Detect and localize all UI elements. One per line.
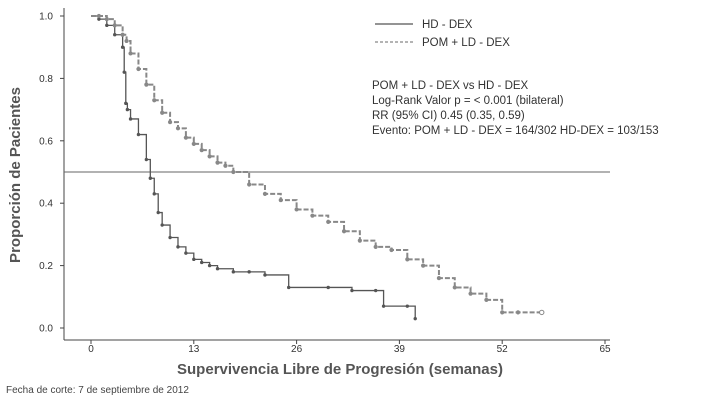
stats-annotation: POM + LD - DEX vs HD - DEX Log-Rank Valo… xyxy=(372,80,659,137)
data-point-pom-ld-dex xyxy=(500,310,505,315)
data-point-hd-dex xyxy=(381,304,386,308)
data-point-hd-dex xyxy=(152,192,156,196)
data-point-pom-ld-dex xyxy=(167,119,173,125)
x-ticks: 0 13 26 39 52 65 xyxy=(88,340,611,355)
data-point-hd-dex xyxy=(215,267,220,271)
data-point-pom-ld-dex xyxy=(128,51,133,56)
series-line-hd-dex xyxy=(91,15,416,319)
data-point-hd-dex xyxy=(207,263,212,268)
data-point-pom-ld-dex xyxy=(262,191,268,196)
data-point-pom-ld-dex xyxy=(247,182,252,187)
data-point-hd-dex xyxy=(125,107,130,112)
y-tick-label: 0.6 xyxy=(39,136,53,147)
data-point-pom-ld-dex xyxy=(357,238,362,243)
data-point-hd-dex xyxy=(122,70,126,74)
data-point-pom-ld-dex xyxy=(160,110,165,115)
data-point-pom-ld-dex xyxy=(278,197,283,203)
stats-line-3: RR (95% CI) 0.45 (0.35, 0.59) xyxy=(372,110,525,122)
data-point-hd-dex xyxy=(105,23,109,28)
data-point-hd-dex xyxy=(113,33,117,37)
data-point-hd-dex xyxy=(200,260,204,265)
data-point-pom-ld-dex xyxy=(373,244,378,249)
data-point-pom-ld-dex xyxy=(120,32,125,37)
data-point-hd-dex xyxy=(184,251,188,255)
data-point-pom-ld-dex xyxy=(112,23,117,28)
series-line-pom-ld-dex xyxy=(91,15,542,314)
y-ticks: 0.0 0.2 0.4 0.6 0.8 1.0 xyxy=(39,12,64,335)
data-point-pom-ld-dex xyxy=(310,213,315,218)
y-tick-label: 1.0 xyxy=(39,12,53,23)
data-point-pom-ld-dex xyxy=(104,17,109,22)
data-point-hd-dex xyxy=(413,316,417,321)
data-point-hd-dex xyxy=(124,101,128,106)
cutoff-date-footnote: Fecha de corte: 7 de septiembre de 2012 xyxy=(6,385,189,396)
data-point-hd-dex xyxy=(128,117,133,121)
data-point-pom-ld-dex xyxy=(436,275,442,281)
y-tick-label: 0.0 xyxy=(39,324,53,335)
data-point-pom-ld-dex xyxy=(515,310,521,315)
data-point-hd-dex xyxy=(148,176,153,180)
legend-label-hd-dex: HD - DEX xyxy=(422,19,473,31)
x-tick-label: 65 xyxy=(599,344,611,355)
stats-line-2: Log-Rank Valor p = < 0.001 (bilateral) xyxy=(372,95,564,107)
data-point-pom-ld-dex xyxy=(484,297,489,303)
y-tick-label: 0.2 xyxy=(39,261,53,272)
data-point-hd-dex xyxy=(176,245,180,249)
data-point-pom-ld-dex xyxy=(199,148,204,153)
data-point-pom-ld-dex xyxy=(223,163,228,168)
data-point-hd-dex xyxy=(192,257,196,262)
data-point-hd-dex xyxy=(286,285,291,290)
data-point-hd-dex xyxy=(350,288,354,293)
x-tick-label: 39 xyxy=(394,344,406,355)
data-point-pom-ld-dex xyxy=(215,160,220,165)
x-tick-label: 52 xyxy=(497,344,509,355)
data-point-pom-ld-dex xyxy=(326,219,331,225)
data-point-pom-ld-dex xyxy=(231,169,236,175)
data-point-hd-dex xyxy=(120,45,125,49)
x-tick-label: 26 xyxy=(291,344,303,355)
x-tick-label: 13 xyxy=(188,344,200,355)
y-axis-title: Proporción de Pacientes xyxy=(7,87,24,263)
data-point-hd-dex xyxy=(326,285,330,290)
data-point-pom-ld-dex xyxy=(468,291,473,296)
data-point-pom-ld-dex xyxy=(389,247,394,253)
data-point-hd-dex xyxy=(168,235,172,240)
data-point-pom-ld-dex xyxy=(96,13,102,19)
data-point-hd-dex xyxy=(97,17,101,21)
data-point-pom-ld-dex xyxy=(136,66,141,72)
data-point-hd-dex xyxy=(156,210,160,215)
series-layer xyxy=(91,13,545,321)
data-point-pom-ld-dex xyxy=(124,38,129,44)
data-point-hd-dex xyxy=(160,223,164,227)
data-point-pom-ld-dex xyxy=(152,98,157,103)
data-point-pom-ld-dex xyxy=(144,82,149,87)
legend: HD - DEX POM + LD - DEX xyxy=(375,19,510,49)
legend-label-pom-ld-dex: POM + LD - DEX xyxy=(422,37,510,49)
data-point-pom-ld-dex xyxy=(191,141,196,147)
data-point-hd-dex xyxy=(373,288,378,293)
data-point-pom-ld-dex xyxy=(294,207,299,212)
data-point-pom-ld-dex xyxy=(341,229,347,234)
data-point-pom-ld-dex xyxy=(405,257,410,262)
data-point-hd-dex xyxy=(231,270,236,274)
data-point-pom-ld-dex xyxy=(183,135,188,140)
data-point-pom-ld-dex xyxy=(452,285,457,290)
stats-line-4: Evento: POM + LD - DEX = 164/302 HD-DEX … xyxy=(372,125,659,137)
data-point-hd-dex xyxy=(405,304,410,308)
data-point-pom-ld-dex xyxy=(207,154,212,159)
stats-line-1: POM + LD - DEX vs HD - DEX xyxy=(372,80,529,92)
data-point-hd-dex xyxy=(136,132,141,137)
data-point-pom-ld-dex xyxy=(421,263,426,268)
data-point-hd-dex xyxy=(144,157,149,162)
data-point-hd-dex xyxy=(247,270,251,274)
x-axis-title: Supervivencia Libre de Progresión (seman… xyxy=(177,361,503,378)
data-point-hd-dex xyxy=(263,273,267,277)
data-point-pom-ld-dex xyxy=(175,126,181,131)
y-tick-label: 0.4 xyxy=(39,199,53,210)
y-tick-label: 0.8 xyxy=(39,74,53,85)
x-tick-label: 0 xyxy=(88,344,94,355)
end-marker-pom-ld-dex xyxy=(539,309,545,316)
